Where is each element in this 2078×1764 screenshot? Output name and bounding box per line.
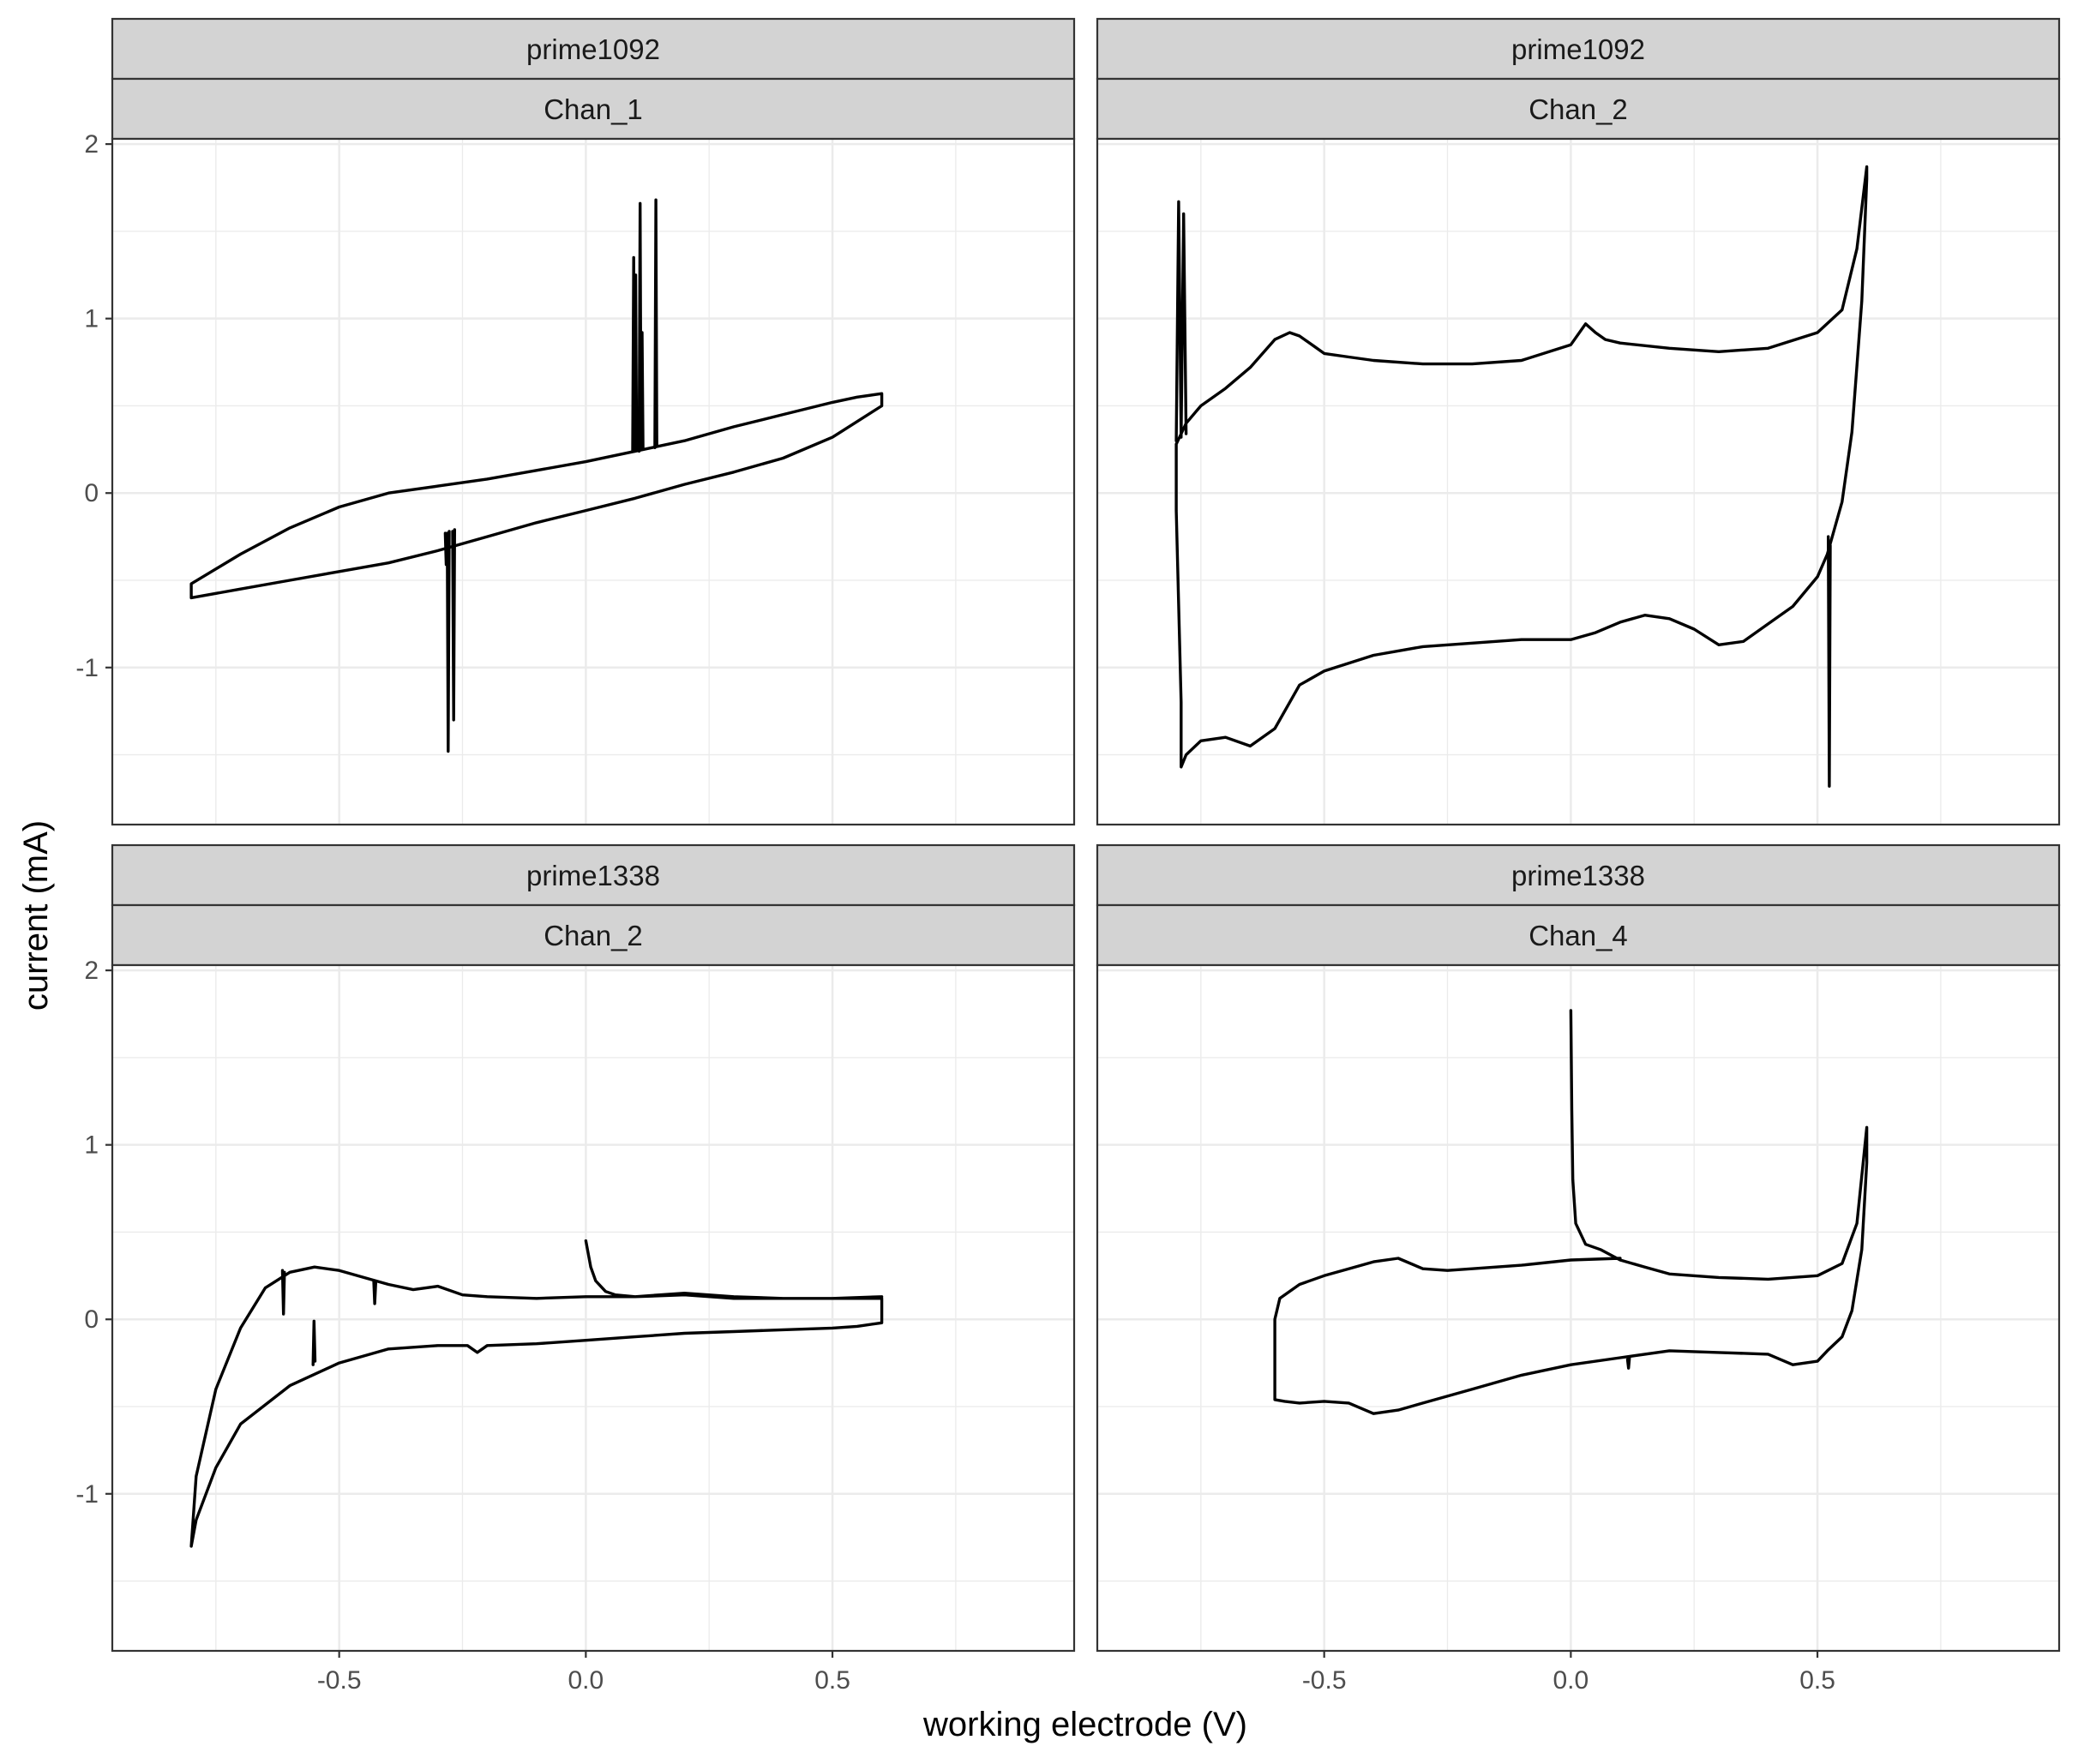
y-tick-label: -1 xyxy=(75,654,99,682)
cv-trace xyxy=(372,1279,377,1305)
plot-area xyxy=(1097,965,2059,1651)
x-tick-label: 0.0 xyxy=(568,1666,604,1695)
cv-trace xyxy=(631,255,639,453)
facet-strip xyxy=(111,843,1076,907)
panel-border xyxy=(1096,137,2061,826)
plot-area xyxy=(112,965,1074,1651)
panel-border xyxy=(111,137,1076,826)
panel-border xyxy=(1096,963,2061,1653)
plot-area xyxy=(1097,139,2059,825)
plot-area xyxy=(112,139,1074,825)
cv-trace xyxy=(280,1269,286,1316)
cv-trace xyxy=(451,528,456,722)
y-tick-label: 0 xyxy=(84,1305,99,1334)
facet-strip-label: prime1338 xyxy=(1511,860,1645,891)
x-axis-title: working electrode (V) xyxy=(922,1706,1247,1743)
facet-strip-label: prime1092 xyxy=(526,33,660,65)
cv-trace xyxy=(1273,1009,1869,1415)
cv-trace xyxy=(443,530,451,753)
facet-panel: prime1338 Chan_2 -1 0 1 2 -0.5 0.0 0.5 xyxy=(75,843,1076,1695)
cv-trace xyxy=(1625,1356,1631,1370)
facet-strip xyxy=(1096,77,2061,141)
cv-trace xyxy=(311,1319,317,1366)
cv-trace xyxy=(1174,165,1869,769)
facet-strip-label: prime1092 xyxy=(1511,33,1645,65)
y-tick-label: 1 xyxy=(84,1131,99,1160)
y-tick-label: 0 xyxy=(84,479,99,507)
x-tick-label: 0.0 xyxy=(1553,1666,1589,1695)
facet-strip xyxy=(1096,17,2061,81)
x-tick-label: -0.5 xyxy=(1302,1666,1347,1695)
cv-trace xyxy=(1174,200,1188,442)
x-tick-label: -0.5 xyxy=(317,1666,362,1695)
facet-strip xyxy=(1096,843,2061,907)
facet-strip-label: Chan_1 xyxy=(544,93,643,125)
facet-strip xyxy=(111,77,1076,141)
facet-strip xyxy=(111,17,1076,81)
cv-trace xyxy=(653,198,658,449)
facet-strip-label: Chan_4 xyxy=(1528,920,1628,951)
y-tick-label: -1 xyxy=(75,1480,99,1509)
facet-strip-label: prime1338 xyxy=(526,860,660,891)
x-tick-label: 0.5 xyxy=(1799,1666,1835,1695)
facet-strip-label: Chan_2 xyxy=(544,920,643,951)
cv-trace xyxy=(189,1239,884,1548)
y-tick-label: 2 xyxy=(84,130,99,159)
facet-strip xyxy=(111,903,1076,967)
panel-border xyxy=(111,963,1076,1653)
facet-strip-label: Chan_2 xyxy=(1528,93,1628,125)
y-axis-title: current (mA) xyxy=(17,820,55,1011)
facet-panel: prime1092 Chan_2 xyxy=(1096,17,2061,826)
x-tick-label: 0.5 xyxy=(814,1666,850,1695)
y-tick-label: 2 xyxy=(84,957,99,985)
y-tick-label: 1 xyxy=(84,305,99,333)
cv-trace xyxy=(637,201,645,453)
facet-panel: prime1092 Chan_1 -1 0 1 2 xyxy=(75,17,1076,826)
cv-trace xyxy=(1827,535,1832,788)
facet-panel: prime1338 Chan_4 -0.5 0.0 0.5 xyxy=(1096,843,2061,1695)
